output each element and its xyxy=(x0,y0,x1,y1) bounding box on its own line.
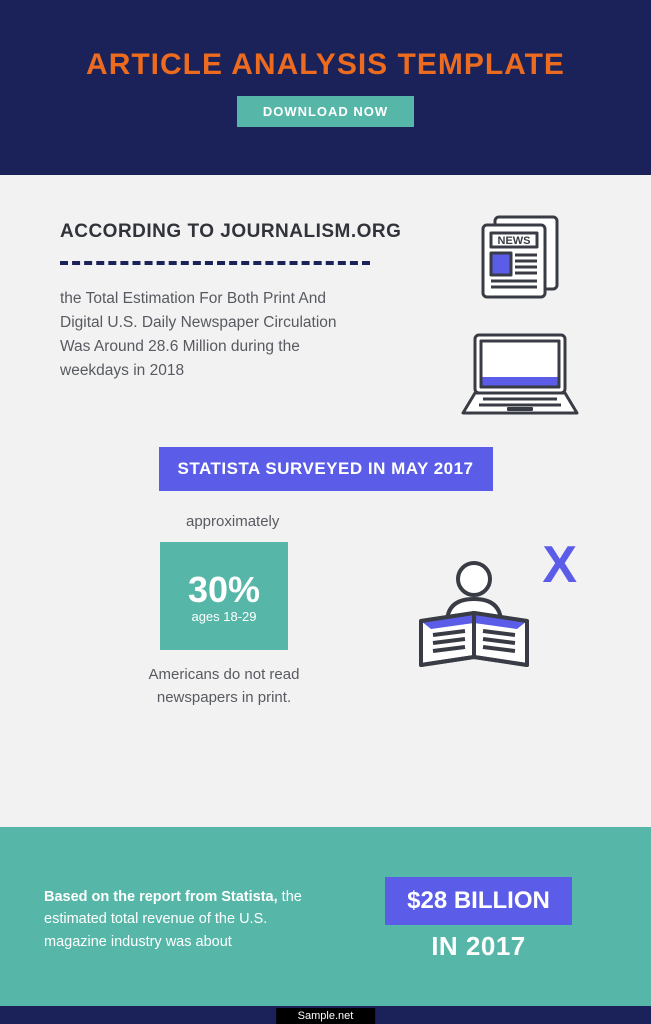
cross-icon: X xyxy=(542,535,577,595)
footer-right: $28 BILLION IN 2017 xyxy=(350,877,607,962)
section-foot: Americans do not read newspapers in prin… xyxy=(114,664,334,709)
percent-value: 30% xyxy=(188,569,260,611)
newspaper-icon: NEWS xyxy=(473,211,567,305)
footer-text: Based on the report from Statista, the e… xyxy=(44,886,332,953)
percent-box: 30% ages 18-29 xyxy=(160,542,288,650)
header: ARTICLE ANALYSIS TEMPLATE DOWNLOAD NOW xyxy=(0,0,651,175)
journalism-section: ACCORDING TO JOURNALISM.ORG the Total Es… xyxy=(0,175,651,407)
watermark: Sample.net xyxy=(276,1008,376,1024)
approx-label: approximately xyxy=(186,513,591,530)
age-range: ages 18-29 xyxy=(191,609,256,624)
revenue-amount: $28 BILLION xyxy=(385,877,572,925)
statista-heading: STATISTA SURVEYED IN MAY 2017 xyxy=(159,447,493,491)
section-body: the Total Estimation For Both Print And … xyxy=(60,287,360,383)
divider xyxy=(60,261,370,265)
footer-text-bold: Based on the report from Statista, xyxy=(44,889,278,905)
revenue-footer: Based on the report from Statista, the e… xyxy=(0,827,651,1006)
statista-section: approximately 30% ages 18-29 Americans d… xyxy=(0,491,651,761)
person-reading-icon xyxy=(409,553,539,683)
news-label: NEWS xyxy=(498,235,531,247)
page-title: ARTICLE ANALYSIS TEMPLATE xyxy=(86,48,565,82)
laptop-icon xyxy=(455,327,585,427)
download-button[interactable]: DOWNLOAD NOW xyxy=(237,96,414,127)
revenue-year: IN 2017 xyxy=(350,931,607,962)
